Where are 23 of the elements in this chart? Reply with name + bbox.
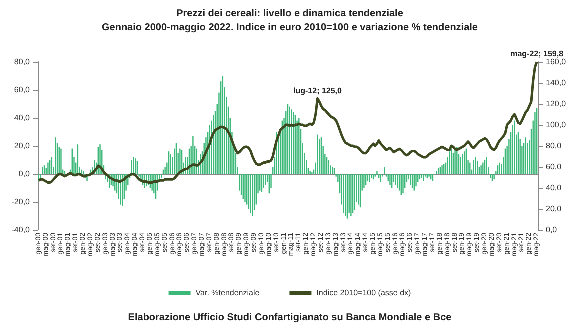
legend-label: Indice 2010=100 (asse dx) [316,288,412,298]
y2-tick-label: 140,0 [546,78,567,88]
data-label: lug-12; 125,0 [294,86,343,96]
y2-tick-label: 20,0 [546,204,562,214]
text: Elaborazione Ufficio Studi Confartigianato su Banca Mondiale e Bce [128,312,452,324]
y2-tick-label: 60,0 [546,162,562,172]
legend-label: Var. %tendenziale [196,288,260,298]
y2-tick-label: 40,0 [546,184,562,192]
y2-tick-label: 120,0 [546,100,567,108]
y2-tick-label: 80,0 [546,142,562,150]
chart-title: Prezzi dei cereali: livello e dinamica tendenziale [176,8,404,20]
y-tick-label: 40,0 [14,114,31,122]
y-tick-label: 60,0 [14,86,31,94]
y-tick-label: 0,0 [18,170,31,178]
y2-tick-label: 0,0 [546,226,558,234]
y-tick-label: 80,0 [14,58,31,66]
y-tick-label: 20,0 [14,142,31,150]
y-tick-label: -20,0 [12,198,31,206]
chart-subtitle: Gennaio 2000-maggio 2022. Indice in euro 2010=100 e variazione % tendenziale [102,22,478,34]
y2-tick-label: 100,0 [546,120,567,130]
data-label: mag-22; 159,8 [510,50,564,59]
y-tick-label: -40,0 [12,226,31,234]
y2-tick-label: 160,0 [546,58,567,66]
